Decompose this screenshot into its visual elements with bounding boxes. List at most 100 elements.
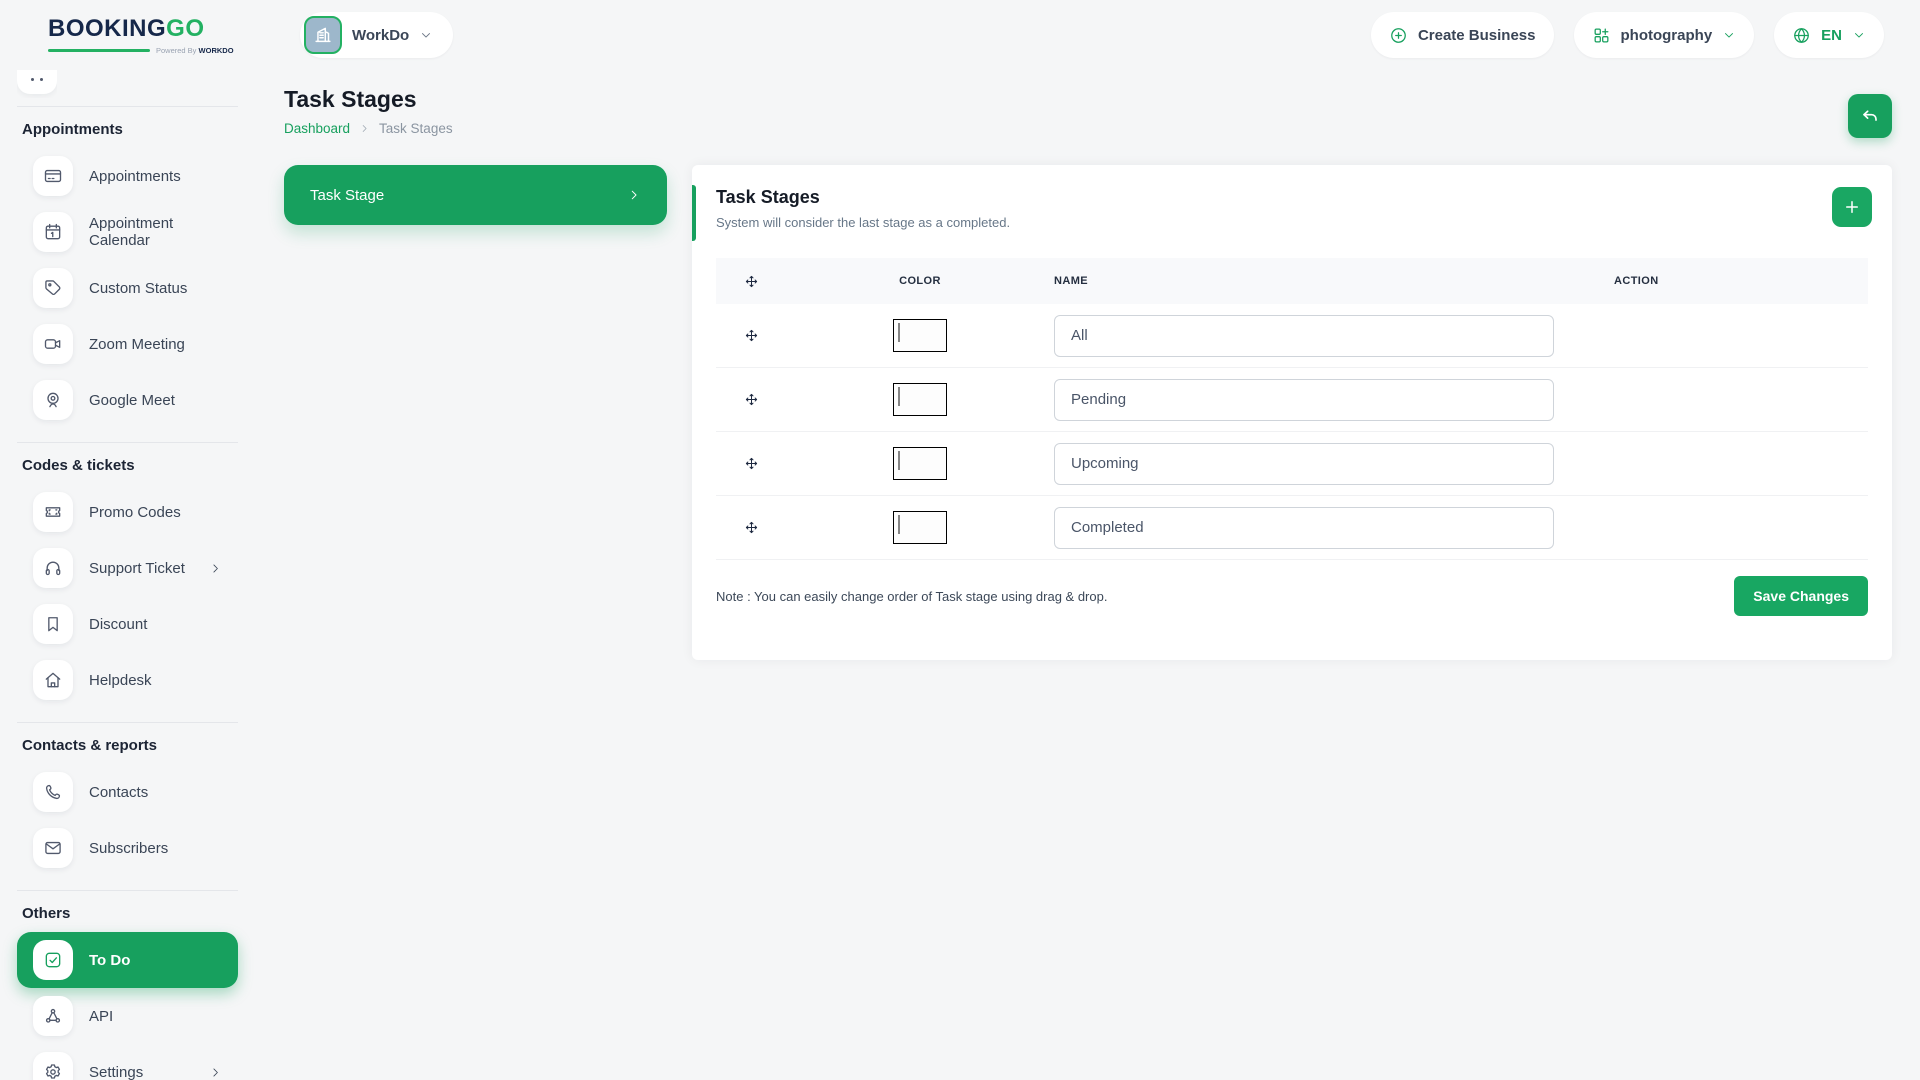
- back-button[interactable]: [1848, 94, 1892, 138]
- tag-icon: [45, 280, 61, 296]
- save-changes-button[interactable]: Save Changes: [1734, 576, 1868, 616]
- language-value: EN: [1821, 26, 1842, 44]
- chevron-down-icon: [1725, 33, 1734, 38]
- stage-name-input[interactable]: [1054, 314, 1554, 357]
- column-header-color: COLOR: [899, 275, 941, 287]
- main-content: Task Stages Dashboard Task Stages Task S…: [255, 70, 1920, 1080]
- logo-text-primary: BOOKING: [48, 15, 167, 42]
- check-square-icon: [45, 952, 61, 968]
- sidebar-section-contacts-reports: Contacts & reports: [22, 737, 158, 754]
- stage-name-input[interactable]: [1054, 506, 1554, 549]
- stage-row-upcoming: [716, 432, 1868, 496]
- sidebar-item-discount[interactable]: Discount: [17, 596, 238, 652]
- move-icon: [745, 275, 757, 287]
- breadcrumb-dashboard-link[interactable]: Dashboard: [284, 121, 351, 136]
- sidebar-divider: [17, 106, 238, 107]
- sidebar-item-promo-codes[interactable]: Promo Codes: [17, 484, 238, 540]
- sidebar-item-zoom-meeting[interactable]: Zoom Meeting: [17, 316, 238, 372]
- drag-handle[interactable]: [744, 456, 759, 471]
- sidebar-divider: [17, 442, 238, 443]
- move-icon: [745, 393, 757, 406]
- stage-row-pending: [716, 368, 1868, 432]
- column-header-name: NAME: [1054, 275, 1088, 287]
- sidebar-divider: [17, 890, 238, 891]
- sidebar-item-api[interactable]: API: [17, 988, 238, 1044]
- phone-icon: [45, 784, 61, 800]
- sidebar-section-codes-tickets: Codes & tickets: [22, 457, 135, 474]
- sidebar-item-subscribers[interactable]: Subscribers: [17, 820, 238, 876]
- workspace-avatar: [304, 16, 342, 54]
- sidebar-item-appointments[interactable]: Appointments: [17, 148, 238, 204]
- chevron-down-icon: [1855, 33, 1863, 38]
- stage-row-all: [716, 304, 1868, 368]
- sidebar-scrolled-item-fragment: [17, 70, 57, 98]
- panel-title: Task Stages: [716, 187, 820, 207]
- table-header-row: COLOR NAME ACTION: [716, 258, 1868, 304]
- app-logo: BOOKINGGO Powered By WORKDO: [48, 15, 255, 55]
- create-business-label: Create Business: [1417, 26, 1536, 44]
- logo-underline: [48, 49, 150, 52]
- workspace-name: WorkDo: [352, 26, 410, 44]
- panel-subtitle: System will consider the last stage as a…: [716, 215, 1011, 230]
- sidebar-item-appointment-calendar[interactable]: Appointment Calendar: [17, 204, 238, 260]
- business-selector-value: photography: [1620, 26, 1713, 44]
- add-stage-button[interactable]: [1832, 187, 1872, 227]
- sidebar-item-support-ticket[interactable]: Support Ticket: [17, 540, 238, 596]
- webcam-icon: [47, 392, 59, 408]
- stage-row-completed: [716, 496, 1868, 560]
- sidebar-divider: [17, 722, 238, 723]
- stage-name-input[interactable]: [1054, 378, 1554, 421]
- powered-by-label: Powered By: [156, 46, 197, 55]
- drag-drop-note: Note : You can easily change order of Ta…: [716, 588, 1108, 604]
- chevron-right-icon: [362, 125, 367, 132]
- stage-color-picker[interactable]: [893, 319, 947, 352]
- drag-handle[interactable]: [744, 392, 759, 407]
- sidebar-item-to-do[interactable]: To Do: [17, 932, 238, 988]
- top-header: BOOKINGGO Powered By WORKDO WorkDo Creat…: [0, 0, 1920, 70]
- stage-color-picker[interactable]: [893, 447, 947, 480]
- globe-icon: [1794, 27, 1810, 43]
- bookmark-icon: [48, 617, 58, 632]
- gear-icon: [45, 1064, 61, 1079]
- workspace-dropdown[interactable]: WorkDo: [300, 12, 454, 58]
- drag-handle[interactable]: [744, 520, 759, 535]
- business-selector-dropdown[interactable]: photography: [1573, 12, 1755, 58]
- move-icon: [745, 329, 757, 342]
- move-icon: [745, 521, 757, 534]
- sidebar-item-helpdesk[interactable]: Helpdesk: [17, 652, 238, 708]
- calendar-icon: [45, 223, 61, 240]
- sidebar-item-contacts[interactable]: Contacts: [17, 764, 238, 820]
- chevron-right-icon: [631, 190, 637, 200]
- plus-icon: [1846, 201, 1858, 213]
- task-stage-nav-card[interactable]: Task Stage: [284, 165, 667, 225]
- video-camera-icon: [44, 339, 61, 349]
- create-business-button[interactable]: Create Business: [1370, 12, 1554, 58]
- logo-text-accent: GO: [166, 15, 205, 42]
- column-header-action: ACTION: [1614, 275, 1659, 287]
- chevron-right-icon: [213, 1068, 218, 1076]
- sidebar-item-settings[interactable]: Settings: [17, 1044, 238, 1080]
- drag-handle[interactable]: [744, 328, 759, 343]
- chevron-right-icon: [213, 564, 218, 572]
- chevron-down-icon: [422, 33, 431, 38]
- sidebar-nav: Appointments Appointments Appointment Ca…: [0, 70, 255, 1080]
- sidebar-item-custom-status[interactable]: Custom Status: [17, 260, 238, 316]
- sidebar-section-others: Others: [22, 905, 71, 922]
- language-dropdown[interactable]: EN: [1774, 12, 1884, 58]
- grid-plus-icon: [1594, 28, 1608, 42]
- mail-icon: [45, 841, 61, 855]
- stage-color-picker[interactable]: [893, 383, 947, 416]
- task-stage-nav-label: Task Stage: [310, 186, 385, 204]
- stage-name-input[interactable]: [1054, 442, 1554, 485]
- nodes-icon: [45, 1008, 61, 1023]
- sidebar-item-google-meet[interactable]: Google Meet: [17, 372, 238, 428]
- home-icon: [45, 672, 61, 688]
- stage-color-picker[interactable]: [893, 511, 947, 544]
- task-stages-panel: Task Stages System will consider the las…: [692, 165, 1892, 660]
- stages-table: COLOR NAME ACTION: [716, 258, 1868, 560]
- page-title: Task Stages: [284, 86, 417, 112]
- return-arrow-icon: [1863, 110, 1877, 121]
- ticket-icon: [45, 507, 61, 517]
- breadcrumb-current: Task Stages: [379, 121, 453, 136]
- breadcrumb: Dashboard Task Stages: [284, 121, 453, 136]
